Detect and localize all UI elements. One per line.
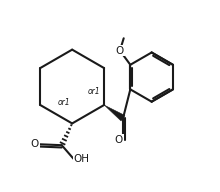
Polygon shape [104,105,125,121]
Text: or1: or1 [57,98,70,107]
Text: O: O [31,139,39,149]
Text: OH: OH [73,154,89,164]
Text: O: O [115,135,123,145]
Text: or1: or1 [88,87,100,96]
Text: O: O [116,46,124,56]
